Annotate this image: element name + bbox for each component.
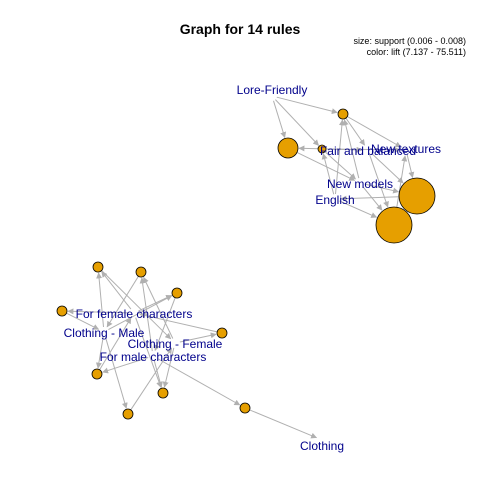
rule-node-r7 xyxy=(135,266,147,278)
item-labels-layer: Lore-Friendly Fair and balanced New text… xyxy=(64,83,441,453)
edge-r14-to-cf xyxy=(130,347,173,411)
edge-r13-to-clo xyxy=(249,409,318,439)
item-label-new-textures: New textures xyxy=(371,142,441,156)
legend-size: size: support (0.006 - 0.008) xyxy=(353,36,466,46)
edge-fmc-to-r13 xyxy=(157,358,241,406)
rule-node-r13 xyxy=(239,402,251,414)
item-label-for-male-characters: For male characters xyxy=(100,350,207,364)
edge-r5-to-tex xyxy=(396,155,408,208)
item-label-clothing-male: Clothing - Male xyxy=(64,326,145,340)
edge-r8-to-fmc xyxy=(154,297,176,351)
rule-node-r9 xyxy=(56,305,68,317)
graph-title: Graph for 14 rules xyxy=(180,21,301,37)
edge-r3-to-fair xyxy=(325,146,363,153)
edges-layer xyxy=(66,96,415,439)
edge-cf-to-r7 xyxy=(143,276,174,339)
rule-node-r8 xyxy=(171,287,183,299)
rule-node-r6 xyxy=(92,261,104,273)
item-label-english: English xyxy=(315,193,354,207)
rule-node-r3 xyxy=(317,144,327,154)
edge-r11-to-ffc xyxy=(99,317,132,370)
rule-node-r12 xyxy=(157,387,169,399)
edge-r6-to-cf xyxy=(101,270,172,340)
legend-color: color: lift (7.137 - 75.511) xyxy=(367,47,466,57)
edge-eng-to-r5 xyxy=(339,200,378,218)
edge-r4-to-eng xyxy=(340,195,400,202)
edge-r10-to-ffc xyxy=(139,312,218,333)
edge-mod-to-r5 xyxy=(362,186,383,211)
edge-fmc-to-r7 xyxy=(139,277,153,352)
edge-lore-to-r2 xyxy=(273,100,287,139)
edge-r3-to-mod xyxy=(324,151,356,180)
edge-r2-to-mod xyxy=(296,151,356,181)
edge-r1-to-tex xyxy=(347,116,402,148)
edge-tex-to-r4 xyxy=(406,154,415,179)
edge-fair-to-r5 xyxy=(369,154,389,208)
edge-eng-to-r3 xyxy=(321,153,335,195)
edge-cm-to-r14 xyxy=(104,336,128,409)
item-label-fair-and-balanced: Fair and balanced xyxy=(320,144,416,158)
edge-ffc-to-r9 xyxy=(67,308,130,315)
edge-ffc-to-r12 xyxy=(135,317,162,388)
rule-node-r14 xyxy=(122,408,134,420)
edge-ffc-to-r6 xyxy=(101,271,132,310)
edge-lore-to-r3 xyxy=(275,99,320,146)
rule-node-r11 xyxy=(91,368,103,380)
item-label-for-female-characters: For female characters xyxy=(76,307,193,321)
edge-r7-to-cm xyxy=(106,276,139,328)
rule-nodes-layer xyxy=(56,108,436,420)
edge-r9-to-cm xyxy=(66,312,100,330)
rule-node-r10 xyxy=(216,327,228,339)
item-label-clothing-female: Clothing - Female xyxy=(128,337,223,351)
rule-node-r2 xyxy=(277,137,299,159)
edge-lore-to-r1 xyxy=(276,96,338,115)
edge-r1-to-fair xyxy=(345,117,366,146)
item-label-clothing: Clothing xyxy=(300,439,344,453)
edge-cm-to-r11 xyxy=(95,336,104,369)
edge-fair-to-r4 xyxy=(371,153,404,184)
edge-eng-to-r1 xyxy=(335,119,345,195)
rule-node-r1 xyxy=(337,108,349,120)
edge-cm-to-r6 xyxy=(96,272,104,328)
item-label-lore-friendly: Lore-Friendly xyxy=(237,83,308,97)
edge-fmc-to-r11 xyxy=(102,357,149,374)
edge-cf-to-r12 xyxy=(162,347,175,388)
rule-node-r4 xyxy=(398,177,436,215)
edge-cf-to-r10 xyxy=(179,332,217,343)
rule-node-r5 xyxy=(375,206,413,244)
item-label-new-models: New models xyxy=(327,177,393,191)
